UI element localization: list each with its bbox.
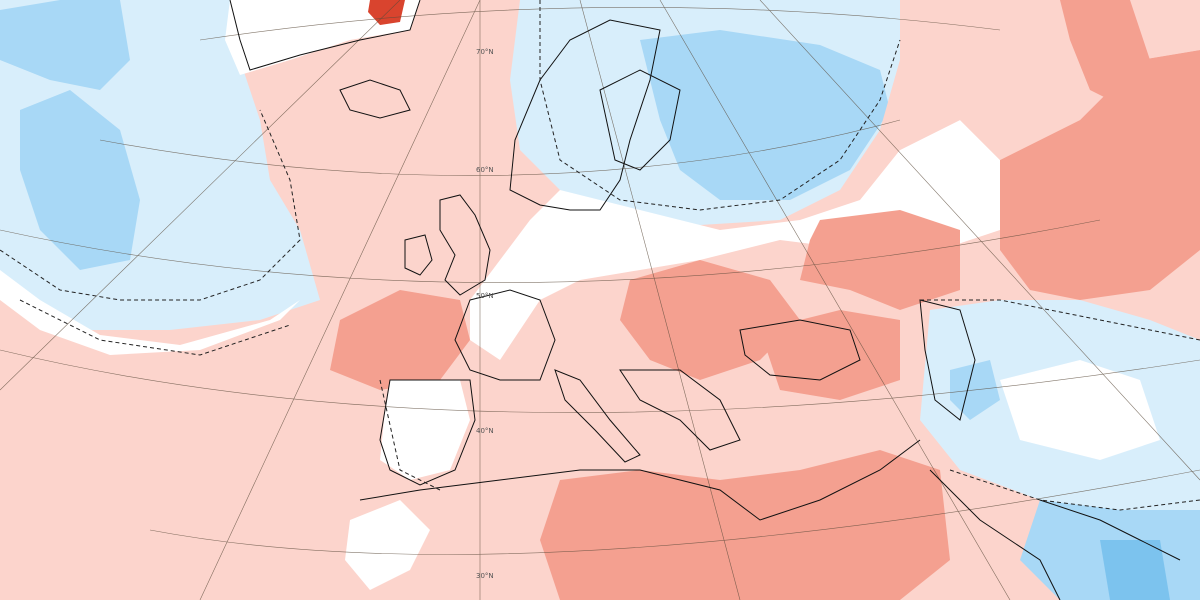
meridian-w20 (199, 0, 481, 600)
parallel-70n (199, 6, 1001, 41)
lat-label-50n: 50°N (476, 292, 494, 300)
coastline-north-africa (359, 439, 921, 521)
coastline-italy (554, 369, 641, 463)
parallel-30n (149, 469, 1200, 555)
contour-middle-east (920, 299, 1200, 341)
latitude-labels: 70°N 60°N 50°N 40°N 30°N (476, 48, 494, 580)
coastline-balkans (619, 369, 741, 451)
dashed-contours (0, 0, 1200, 511)
lat-label-60n: 60°N (476, 166, 494, 174)
parallel-60n (99, 119, 901, 176)
coastline-persian-gulf (1039, 499, 1181, 561)
atlantic-moderate-cool-north (0, 0, 130, 90)
coastline-iceland (339, 79, 411, 119)
coastline-ireland (404, 234, 433, 276)
meridian-e40 (659, 0, 1011, 600)
central-europe-neutral (470, 120, 1000, 360)
meridian-e60 (759, 0, 1200, 481)
coastline-iberia (379, 379, 476, 486)
eastern-russia-warm (1000, 50, 1200, 300)
coastline-caspian (919, 299, 976, 421)
parallel-50n (0, 219, 1101, 283)
contour-iberia (379, 379, 441, 491)
balkans-warm-region (620, 260, 800, 380)
ural-warm-band (1060, 0, 1150, 110)
black-sea-warm (800, 210, 960, 310)
iberia-neutral (380, 380, 470, 480)
red-sea-cool-spot (1100, 540, 1170, 600)
coastline-france (454, 289, 556, 381)
coastline-black-sea (739, 319, 861, 381)
contour-arabia (949, 469, 1200, 511)
coastline-greenland (229, 0, 421, 71)
meridian-w40 (0, 0, 401, 391)
lat-label-30n: 30°N (476, 572, 494, 580)
france-warm-region (330, 290, 470, 390)
contour-atlantic-south (19, 299, 291, 356)
greenland (225, 0, 420, 75)
north-africa-warm (540, 450, 950, 600)
contour-scandinavia (539, 0, 901, 211)
coastline-red-sea (929, 469, 1061, 600)
coastline-british-isles (439, 194, 491, 296)
coastlines (229, 0, 1181, 600)
middle-east-neutral (1000, 360, 1160, 460)
coastline-finland (599, 69, 681, 171)
morocco-neutral (345, 500, 430, 590)
lat-label-40n: 40°N (476, 427, 494, 435)
lat-label-70n: 70°N (476, 48, 494, 56)
meridian-e20 (579, 0, 741, 600)
atlantic-neutral-fringe (0, 270, 300, 355)
parallel-40n (0, 349, 1200, 413)
atlantic-moderate-cool (20, 90, 140, 270)
